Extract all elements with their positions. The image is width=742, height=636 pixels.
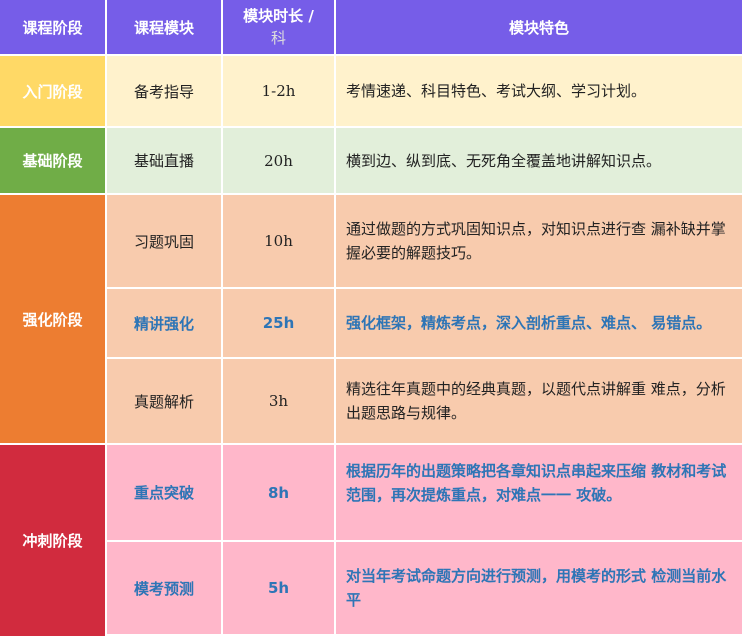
duration-cell: 8h: [223, 445, 334, 540]
feature-cell: 强化框架，精炼考点，深入剖析重点、难点、 易错点。: [336, 289, 742, 357]
module-cell: 真题解析: [107, 359, 221, 443]
stage-sprint: 冲刺阶段: [0, 445, 105, 636]
header-duration-line2: 科: [270, 29, 286, 47]
stage-basic: 基础阶段: [0, 128, 105, 193]
module-cell: 基础直播: [107, 128, 221, 193]
duration-cell: 5h: [223, 542, 334, 634]
stage-intro: 入门阶段: [0, 56, 105, 126]
module-cell: 重点突破: [107, 445, 221, 540]
module-cell: 模考预测: [107, 542, 221, 634]
feature-cell: 横到边、纵到底、无死角全覆盖地讲解知识点。: [336, 128, 742, 193]
header-stage: 课程阶段: [0, 0, 105, 54]
header-feature: 模块特色: [336, 0, 742, 54]
stage-strengthen: 强化阶段: [0, 195, 105, 443]
module-cell: 备考指导: [107, 56, 221, 126]
duration-cell: 20h: [223, 128, 334, 193]
module-cell: 精讲强化: [107, 289, 221, 357]
feature-cell: 精选往年真题中的经典真题，以题代点讲解重 难点，分析出题思路与规律。: [336, 359, 742, 443]
header-duration-line1: 模块时长 /: [243, 7, 314, 25]
feature-cell: 通过做题的方式巩固知识点，对知识点进行查 漏补缺并掌握必要的解题技巧。: [336, 195, 742, 287]
duration-cell: 3h: [223, 359, 334, 443]
duration-cell: 25h: [223, 289, 334, 357]
feature-cell: 考情速递、科目特色、考试大纲、学习计划。: [336, 56, 742, 126]
duration-cell: 10h: [223, 195, 334, 287]
duration-cell: 1-2h: [223, 56, 334, 126]
feature-cell: 根据历年的出题策略把各章知识点串起来压缩 教材和考试范围，再次提炼重点，对难点一…: [336, 445, 742, 540]
feature-cell: 对当年考试命题方向进行预测，用模考的形式 检测当前水平: [336, 542, 742, 634]
header-module: 课程模块: [107, 0, 221, 54]
module-cell: 习题巩固: [107, 195, 221, 287]
header-duration: 模块时长 / 科: [223, 0, 334, 54]
